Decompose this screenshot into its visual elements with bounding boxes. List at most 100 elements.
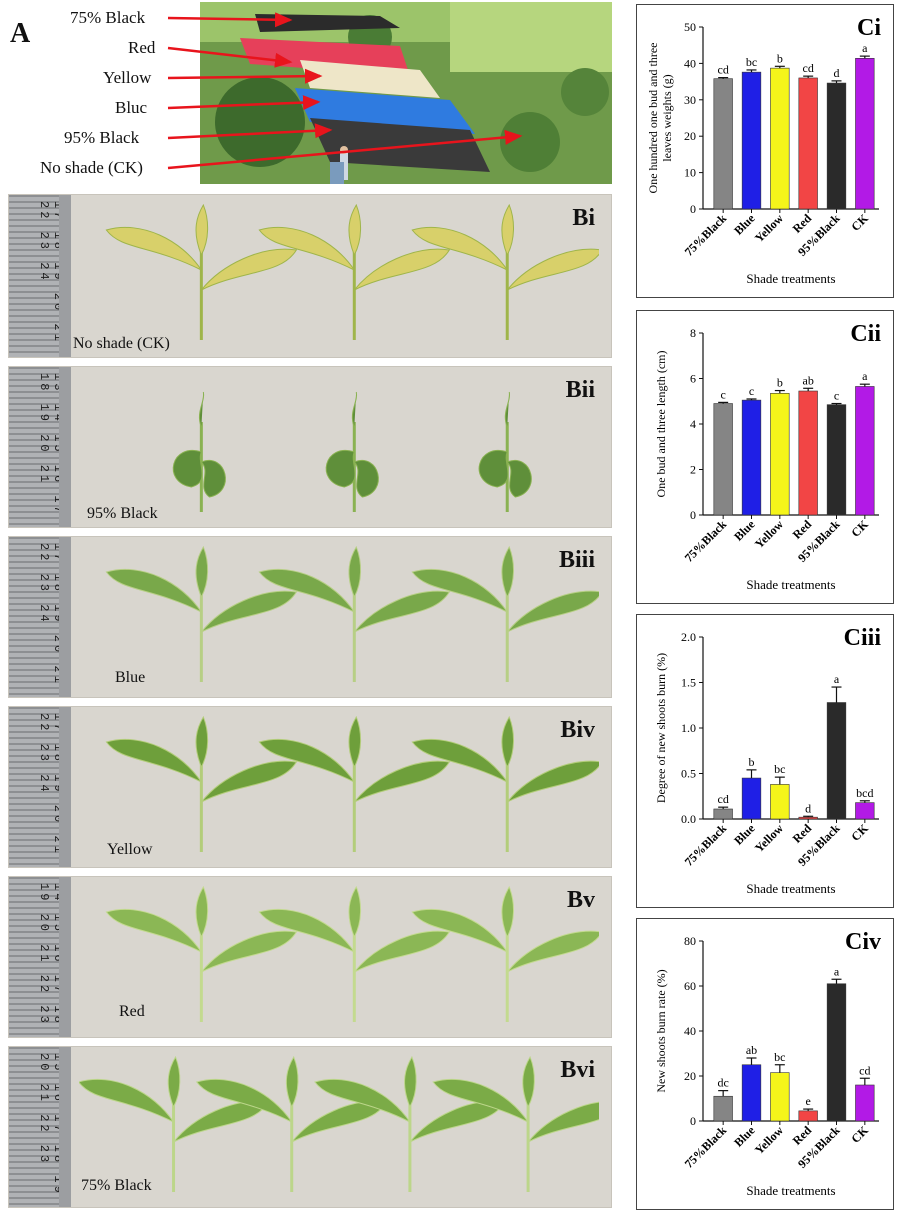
panel-caption: Blue — [115, 669, 146, 686]
panel-a: A 75% Black Red Yellow Bluc 95% Black No… — [0, 0, 620, 186]
y-axis-label-line2: leaves weights (g) — [660, 74, 674, 161]
bar — [826, 702, 847, 820]
tea-shoot — [411, 203, 599, 340]
label-no-shade: No shade (CK) — [40, 158, 143, 177]
y-tick-label: 1.0 — [681, 721, 696, 735]
y-axis-label: One hundred one bud and three — [646, 43, 660, 194]
y-tick-label: 40 — [684, 1024, 696, 1038]
x-tick-label: 75%Black — [682, 517, 730, 565]
significance-letter: cd — [718, 63, 729, 77]
panel-title: Bi — [572, 205, 595, 231]
significance-letter: d — [834, 66, 840, 80]
tea-shoot — [478, 391, 532, 512]
significance-letter: b — [777, 51, 783, 65]
bar — [713, 808, 733, 820]
chart-ciii: Ciii 0.0 0.5 1.0 1.5 2.0 cd 75%Black b Blue bc Yell… — [636, 614, 894, 908]
label-red: Red — [128, 38, 156, 57]
panel-biv: 17 18 19 20 21 22 23 24 Biv Yellow — [8, 706, 612, 868]
bar — [855, 58, 875, 210]
ruler: 17 18 19 20 21 22 23 24 — [9, 707, 71, 867]
x-tick-label: CK — [848, 821, 871, 844]
leaf-sample-group — [105, 203, 599, 340]
y-tick-label: 2 — [690, 463, 696, 477]
significance-letter: cd — [718, 792, 729, 806]
ruler: 15 16 17 18 19 20 21 22 23 — [9, 1047, 71, 1207]
significance-letter: a — [862, 41, 868, 55]
significance-letter: a — [834, 672, 840, 686]
y-axis-label: New shoots burn rate (%) — [654, 969, 668, 1092]
tea-shoot — [79, 1055, 270, 1192]
panel-caption: 75% Black — [81, 1177, 152, 1194]
y-tick-label: 40 — [684, 56, 696, 70]
y-axis-label: Degree of new shoots burn (%) — [654, 653, 668, 803]
y-tick-label: 50 — [684, 20, 696, 34]
bar — [855, 386, 875, 516]
x-tick-label: 75%Black — [682, 211, 730, 259]
panel-title: Bii — [565, 377, 595, 403]
bar — [770, 784, 790, 820]
panel-title: Biii — [558, 547, 595, 573]
y-tick-label: 20 — [684, 1069, 696, 1083]
ruler: 14 15 16 17 18 19 20 21 22 23 — [9, 877, 71, 1037]
x-axis-label: Shade treatments — [746, 881, 835, 896]
significance-letter: c — [749, 384, 754, 398]
tea-shoot — [258, 545, 451, 682]
bar — [798, 1110, 818, 1122]
y-tick-label: 0.5 — [681, 767, 696, 781]
chart-cii: Cii 0 2 4 6 8 c 75%Black c Blue b Yellow ab Red c 95%Bl… — [636, 310, 894, 604]
bar — [741, 777, 762, 820]
chart-title: Ci — [857, 15, 881, 41]
label-95-black: 95% Black — [64, 128, 140, 147]
significance-letter: b — [749, 755, 755, 769]
panel-title: Bvi — [560, 1057, 595, 1083]
bar — [798, 390, 818, 516]
bar — [713, 403, 733, 516]
arrow-red — [167, 46, 293, 68]
x-tick-label: Yellow — [752, 821, 786, 855]
field-photo — [200, 2, 612, 184]
ruler-numbers: 15 16 17 18 19 20 21 22 23 — [37, 1053, 65, 1196]
y-tick-label: 0 — [690, 1114, 696, 1128]
significance-letter: a — [862, 369, 868, 383]
y-tick-label: 10 — [684, 166, 696, 180]
significance-letter: dc — [718, 1076, 729, 1090]
significance-letter: bc — [746, 55, 757, 69]
y-tick-label: 8 — [690, 326, 696, 340]
x-tick-label: CK — [848, 211, 871, 234]
panel-title: Bv — [566, 887, 595, 913]
tea-shoot — [105, 545, 298, 682]
significance-letter: bc — [774, 1050, 785, 1064]
chart-title: Civ — [845, 929, 881, 955]
bar — [855, 1084, 875, 1122]
arrow-75-black — [167, 12, 293, 28]
y-tick-label: 0 — [690, 202, 696, 216]
x-tick-label: 75%Black — [682, 1123, 730, 1171]
significance-letter: ab — [746, 1043, 757, 1057]
y-tick-label: 0 — [690, 508, 696, 522]
y-tick-label: 1.5 — [681, 676, 696, 690]
label-yellow: Yellow — [103, 68, 152, 87]
bar — [826, 82, 847, 210]
x-tick-label: Yellow — [752, 211, 786, 245]
x-axis-label: Shade treatments — [746, 271, 835, 286]
tea-shoot — [432, 1055, 599, 1192]
ruler-numbers: 17 18 19 20 21 22 23 24 — [37, 543, 65, 686]
leaf-sample-group — [105, 545, 599, 682]
panel-a-letter: A — [10, 18, 31, 49]
bar — [713, 1095, 733, 1122]
significance-letter: a — [834, 964, 840, 978]
panel-bii: 13 14 15 16 17 18 19 20 21 Bii 95% Black — [8, 366, 612, 528]
bar — [741, 71, 762, 210]
panel-caption: 95% Black — [87, 505, 158, 522]
significance-letter: cd — [803, 61, 814, 75]
tea-shoot — [105, 885, 298, 1022]
panel-caption: Yellow — [107, 841, 153, 858]
significance-letter: bc — [774, 762, 785, 776]
x-tick-label: 75%Black — [682, 821, 730, 869]
chart-ciii-svg: Ciii0.00.51.01.52.0cd75%BlackbBluebcYell… — [654, 625, 881, 896]
bar — [855, 802, 875, 820]
y-tick-label: 80 — [684, 934, 696, 948]
tea-shoot — [411, 715, 599, 852]
bar — [741, 399, 762, 516]
y-tick-label: 6 — [690, 372, 696, 386]
